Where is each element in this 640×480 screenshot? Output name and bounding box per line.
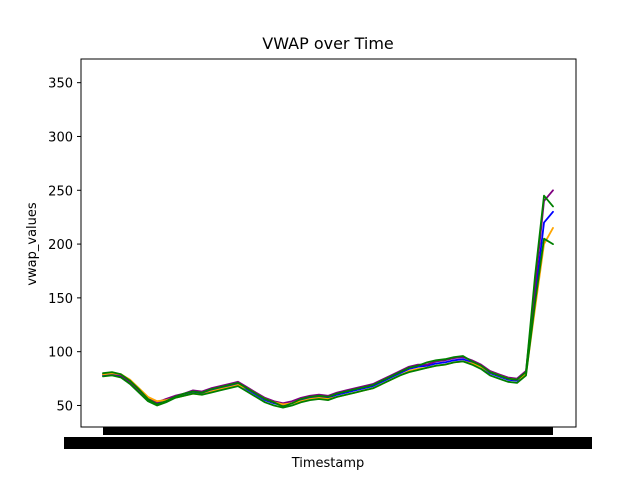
x-axis-label: Timestamp (291, 456, 365, 471)
x-tick-band (103, 427, 553, 435)
y-tick-label: 250 (48, 184, 73, 199)
series-line-1 (102, 210, 554, 407)
y-tick-label: 150 (48, 292, 73, 307)
y-tick-label: 300 (48, 130, 73, 145)
y-tick-label: 200 (48, 238, 73, 253)
x-tick-label-band (64, 437, 592, 449)
y-tick-label: 350 (48, 77, 73, 92)
y-tick-label: 100 (48, 346, 73, 361)
axes-layer: 50 100 150 200 250 300 350 (48, 58, 592, 449)
series-layer (102, 189, 554, 409)
y-axis-label: vwap_values (25, 202, 40, 286)
series-line-5 (102, 237, 554, 409)
plot-frame (80, 58, 577, 428)
chart-title: VWAP over Time (262, 34, 394, 53)
series-line-4 (102, 194, 554, 408)
y-tick-label: 50 (56, 399, 73, 414)
series-line-3 (102, 226, 554, 406)
